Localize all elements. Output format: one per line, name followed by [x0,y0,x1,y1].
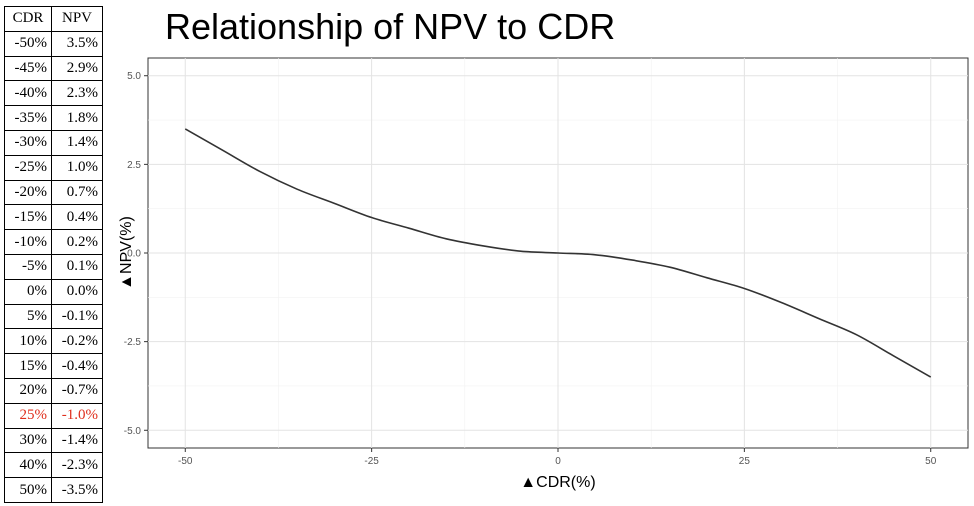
table-cell-cdr: -5% [4,253,52,280]
table-cell-cdr: 10% [4,328,52,355]
table-row: 25% -1.0% [4,402,103,429]
table-cell-npv: -0.7% [51,377,103,404]
table-row: -10% 0.2% [4,229,103,255]
table-cell-npv: 0.0% [51,278,103,305]
table-row: -45% 2.9% [4,55,103,82]
y-tick-label: -5.0 [124,426,142,437]
table-cell-npv: -0.1% [51,303,103,330]
table-row: 50% -3.5% [4,477,103,503]
table-cell-npv: -2.3% [51,452,103,479]
table-row: 5% -0.1% [4,303,103,330]
table-cell-cdr: 25% [4,402,52,429]
table-cell-cdr: -30% [4,129,52,156]
table-row: 20% -0.7% [4,377,103,404]
axes: -50 -25 0 25 50 -5.0 -2.5 0.0 2.5 5.0 ▲CDR(%) ▲NPV(… [118,71,937,491]
table-row: 0% 0.0% [4,278,103,305]
x-tick-label: -50 [178,456,193,467]
x-tick-label: -25 [364,456,379,467]
table-row: 10% -0.2% [4,328,103,355]
table-cell-npv: -0.4% [51,353,103,379]
table-cell-cdr: -40% [4,80,52,107]
series-line [184,128,932,378]
table-row: 15% -0.4% [4,353,103,379]
table-cell-cdr: 5% [4,303,52,330]
chart-title: Relationship of NPV to CDR [165,6,616,47]
cdr-npv-table: CDR NPV -50% 3.5% -45% 2.9% -40% 2.3% -35% 1.8%… [4,6,103,503]
x-tick-label: 0 [555,456,561,467]
table-row: -20% 0.7% [4,179,103,206]
x-axis-title: ▲CDR(%) [520,474,595,491]
table-cell-npv: 2.9% [51,55,103,82]
table-row: -25% 1.0% [4,154,103,181]
table-row: -30% 1.4% [4,129,103,156]
table-cell-npv: 0.7% [51,179,103,206]
y-tick-label: 0.0 [127,249,141,260]
y-tick-label: -2.5 [124,337,142,348]
table-cell-npv: 1.4% [51,129,103,156]
table-cell-npv: -1.4% [51,427,103,454]
y-tick-label: 5.0 [127,71,141,82]
table-cell-npv: 1.8% [51,105,103,131]
table-cell-npv: 2.3% [51,80,103,107]
table-body: -50% 3.5% -45% 2.9% -40% 2.3% -35% 1.8% -30% 1.4%… [4,30,103,503]
table-cell-cdr: -35% [4,105,52,131]
table-cell-cdr: 20% [4,377,52,404]
grid-lines [148,58,968,448]
table-header-row: CDR NPV [4,6,103,32]
table-cell-cdr: -20% [4,179,52,206]
table-cell-cdr: -15% [4,204,52,231]
series-layer [184,128,932,378]
table-cell-npv: -0.2% [51,328,103,355]
table-header-npv: NPV [51,6,103,32]
table-header-cdr: CDR [4,6,52,32]
x-tick-label: 25 [739,456,751,467]
table-row: -40% 2.3% [4,80,103,107]
table-cell-npv: 3.5% [51,30,103,57]
table-cell-npv: 0.2% [51,229,103,255]
table-cell-npv: 1.0% [51,154,103,181]
y-axis-title: ▲NPV(%) [118,216,135,290]
table-row: -15% 0.4% [4,204,103,231]
table-row: -35% 1.8% [4,105,103,131]
table-row: -50% 3.5% [4,30,103,57]
table-cell-npv: -3.5% [51,477,103,503]
x-tick-label: 50 [925,456,937,467]
y-tick-label: 2.5 [127,160,141,171]
